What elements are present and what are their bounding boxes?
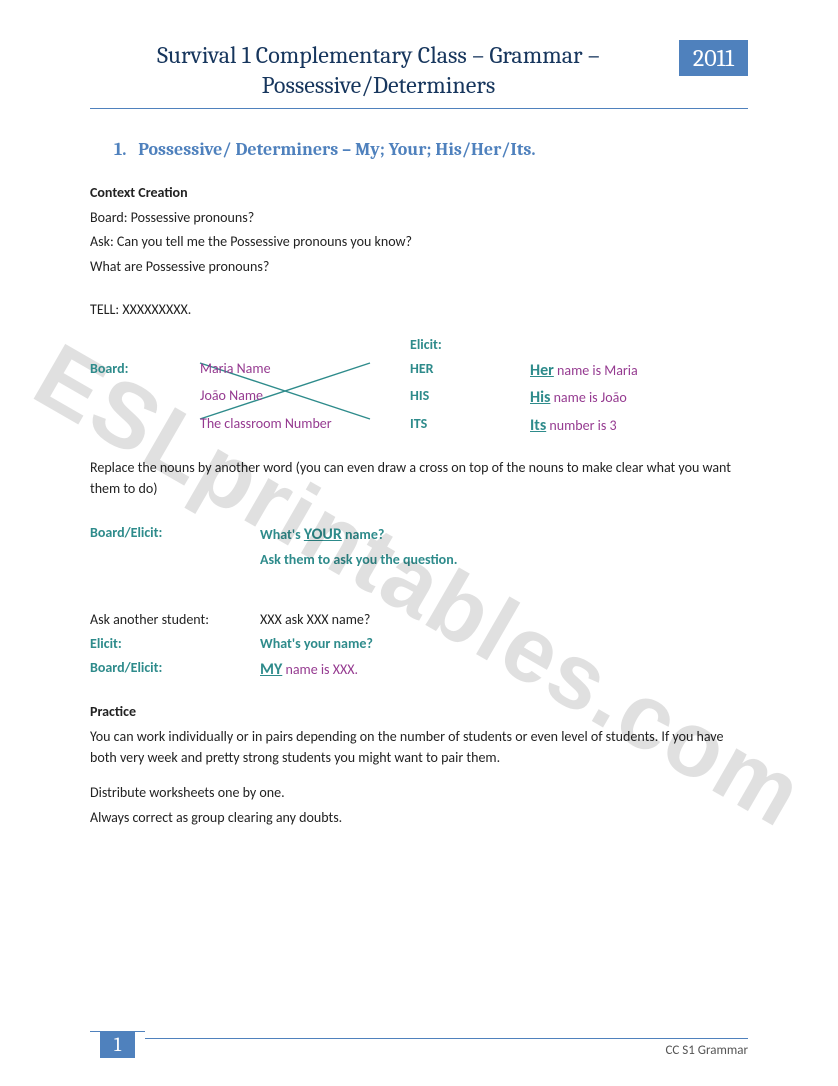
elicit-cell: HIS — [410, 384, 530, 411]
elicit-label: Elicit: — [410, 333, 530, 357]
table-row: Board: Maria Name HER Her name is Maria — [90, 357, 748, 384]
section-title-text: Possessive/ Determiners – My; Your; His/… — [138, 139, 535, 160]
practice-heading: Practice — [90, 701, 748, 723]
context-line-1: Board: Possessive pronouns? — [90, 207, 748, 229]
my-sentence: MY name is XXX. — [260, 656, 748, 683]
elicit-cell: ITS — [410, 412, 530, 439]
noun-cell: João Name — [200, 384, 410, 411]
q-pre: What's — [260, 526, 304, 543]
q-post: name? — [342, 526, 385, 543]
my-word: MY — [260, 660, 282, 679]
title-line-1: Survival 1 Complementary Class – Grammar… — [157, 41, 600, 69]
elicit-label-2: Elicit: — [90, 632, 260, 656]
context-line-2: Ask: Can you tell me the Possessive pron… — [90, 231, 748, 253]
noun-cell: Maria Name — [200, 357, 410, 384]
footer-left: 1 — [90, 1031, 145, 1058]
header-year: 2011 — [679, 40, 748, 76]
section-number: 1. — [114, 139, 126, 160]
ask-student-text: XXX ask XXX name? — [260, 608, 748, 632]
page-number: 1 — [100, 1031, 135, 1058]
practice-p3: Always correct as group clearing any dou… — [90, 807, 748, 829]
footer-right-text: CC S1 Grammar — [145, 1038, 748, 1058]
elicit-header-row: Elicit: — [90, 333, 748, 357]
table-row: João Name HIS His name is João — [90, 384, 748, 411]
elicit-cell: HER — [410, 357, 530, 384]
board-label: Board: — [90, 357, 200, 384]
replace-instruction: Replace the nouns by another word (you c… — [90, 457, 748, 500]
sentence-cell: Her name is Maria — [530, 357, 748, 384]
document-footer: 1 CC S1 Grammar — [90, 1030, 748, 1058]
pronoun-his: His — [530, 388, 550, 407]
board-elicit-label-2: Board/Elicit: — [90, 656, 260, 683]
sentence-rest: name is João — [550, 389, 626, 406]
pronoun-her: Her — [530, 361, 554, 380]
tell-line: TELL: XXXXXXXXX. — [90, 299, 748, 321]
my-row: Board/Elicit: MY name is XXX. — [90, 656, 748, 683]
content-body: Context Creation Board: Possessive prono… — [90, 182, 748, 828]
sentence-cell: Its number is 3 — [530, 412, 748, 439]
elicit-text: What's your name? — [260, 632, 748, 656]
title-line-2: Possessive/Determiners — [262, 71, 496, 99]
sentence-cell: His name is João — [530, 384, 748, 411]
context-heading: Context Creation — [90, 182, 748, 204]
sentence-rest: name is Maria — [554, 362, 638, 379]
table-row: The classroom Number ITS Its number is 3 — [90, 412, 748, 439]
document-page: ESLprintables.com Survival 1 Complementa… — [0, 0, 838, 1086]
your-word: YOUR — [304, 525, 342, 544]
board-elicit-label: Board/Elicit: — [90, 521, 260, 548]
header-title: Survival 1 Complementary Class – Grammar… — [90, 40, 679, 100]
elicit-row: Elicit: What's your name? — [90, 632, 748, 656]
board-table: Board: Maria Name HER Her name is Maria … — [90, 357, 748, 439]
ask-them-row: Ask them to ask you the question. — [90, 548, 748, 572]
pronoun-its: Its — [530, 416, 546, 435]
noun-cell: The classroom Number — [200, 412, 410, 439]
ask-them-text: Ask them to ask you the question. — [260, 548, 748, 572]
your-question: What's YOUR name? — [260, 521, 748, 548]
ask-student-label: Ask another student: — [90, 608, 260, 632]
practice-p1: You can work individually or in pairs de… — [90, 726, 748, 769]
my-rest: name is XXX. — [282, 661, 358, 678]
context-line-3: What are Possessive pronouns? — [90, 256, 748, 278]
your-question-row: Board/Elicit: What's YOUR name? — [90, 521, 748, 548]
section-heading: 1. Possessive/ Determiners – My; Your; H… — [114, 139, 748, 160]
practice-p2: Distribute worksheets one by one. — [90, 782, 748, 804]
ask-student-row: Ask another student: XXX ask XXX name? — [90, 608, 748, 632]
sentence-rest: number is 3 — [546, 417, 616, 434]
document-header: Survival 1 Complementary Class – Grammar… — [90, 40, 748, 109]
